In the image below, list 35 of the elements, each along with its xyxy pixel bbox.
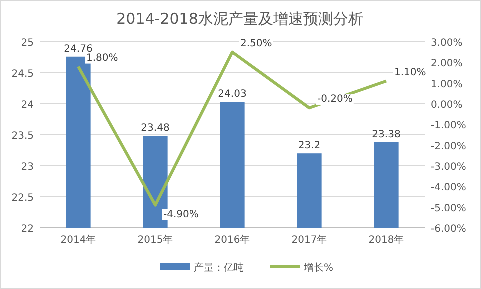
data-label: 23.2 [298, 140, 321, 152]
y-tick-label: 22 [21, 224, 34, 235]
y2-tick-label: 0.00% [431, 100, 463, 111]
y-tick-label: 23.5 [12, 131, 34, 142]
data-label: 24.03 [218, 89, 247, 100]
y2-tick-label: 1.00% [431, 79, 463, 90]
data-label: 2.50% [240, 38, 272, 50]
y-tick-label: 24.5 [12, 69, 34, 80]
y2-tick-label: -4.00% [431, 182, 466, 194]
y2-tick-label: 3.00% [431, 38, 463, 49]
data-label: -0.20% [318, 94, 353, 106]
y2-tick-label: 2.00% [431, 58, 463, 70]
chart-title: 2014-2018水泥产量及增速预测分析 [116, 10, 364, 28]
data-label: 23.48 [141, 123, 170, 134]
data-label: 23.38 [372, 129, 401, 140]
x-tick-label: 2018年 [368, 234, 404, 246]
x-tick-label: 2015年 [138, 234, 174, 246]
legend-label: 增长% [303, 262, 334, 274]
y-tick-label: 24 [21, 100, 34, 111]
x-tick-label: 2014年 [60, 234, 96, 246]
legend-label: 产量：亿吨 [194, 262, 244, 274]
data-label: 1.80% [86, 52, 118, 64]
y-tick-label: 25 [21, 38, 34, 49]
y2-tick-label: -1.00% [431, 120, 466, 132]
y-tick-label: 23 [21, 162, 34, 173]
y2-tick-label: -3.00% [431, 162, 466, 173]
y-tick-label: 22.5 [12, 193, 34, 204]
x-tick-label: 2016年 [214, 234, 250, 246]
data-label: -4.90% [164, 209, 199, 220]
y2-tick-label: -6.00% [431, 224, 466, 235]
data-label: 24.76 [64, 44, 93, 55]
y2-tick-label: -5.00% [431, 203, 466, 214]
y2-tick-label: -2.00% [431, 141, 466, 152]
data-label: 1.10% [394, 67, 426, 78]
x-tick-label: 2017年 [292, 234, 328, 246]
